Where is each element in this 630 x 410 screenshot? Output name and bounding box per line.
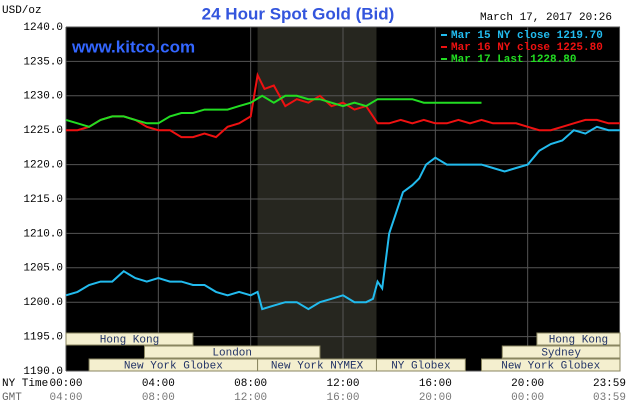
x2-tick-label: 16:00 [326,392,359,404]
session-label: New York Globex [124,360,223,372]
x-tick-label: 16:00 [419,378,452,390]
session-box [375,358,466,372]
x-tick-label: 23:59 [593,378,626,390]
x-axis-label: NY Time [2,378,48,390]
x2-tick-label: 03:59 [593,392,626,404]
y-tick-label: 1230.0 [23,91,63,103]
x-tick-label: 04:00 [142,378,175,390]
session-label: New York Globex [501,360,600,372]
chart-title: 24 Hour Spot Gold (Bid) [202,4,395,23]
session-box [65,332,194,346]
session-label: New York NYMEX [271,360,364,372]
session-label: Hong Kong [549,334,608,346]
price-line [65,125,620,311]
site-label: www.kitco.com [71,37,195,56]
session-box [481,358,621,372]
x-tick-label: 00:00 [49,378,82,390]
legend-entry: Mar 17 Last 1228.80 [451,54,576,66]
session-label: NY Globex [391,360,451,372]
session-box [536,332,621,346]
y-tick-label: 1225.0 [23,125,63,137]
x2-axis-label: GMT [2,392,22,404]
y-tick-label: 1205.0 [23,263,63,275]
y-tick-label: 1210.0 [23,228,63,240]
x2-tick-label: 20:00 [419,392,452,404]
session-box [501,345,621,359]
session-label: Hong Kong [100,334,159,346]
price-line [65,94,482,128]
y-tick-label: 1215.0 [23,194,63,206]
y-tick-label: 1220.0 [23,160,63,172]
x-tick-label: 08:00 [234,378,267,390]
y-tick-label: 1190.0 [23,366,63,378]
session-box [143,345,321,359]
x2-tick-label: 12:00 [234,392,267,404]
session-label: London [212,347,252,359]
timestamp: March 17, 2017 20:26 [480,12,612,24]
y-tick-label: 1195.0 [23,332,63,344]
x2-tick-label: 04:00 [49,392,82,404]
session-label: Sydney [541,347,581,359]
x-tick-label: 12:00 [326,378,359,390]
x2-tick-label: 00:00 [511,392,544,404]
legend-entry: Mar 16 NY close 1225.80 [451,42,603,54]
y-tick-label: 1235.0 [23,56,63,68]
y-tick-label: 1240.0 [23,22,63,34]
y-tick-label: 1200.0 [23,297,63,309]
x2-tick-label: 08:00 [142,392,175,404]
x-tick-label: 20:00 [511,378,544,390]
legend-entry: Mar 15 NY close 1219.70 [451,30,603,42]
unit-label: USD/oz [2,5,42,17]
